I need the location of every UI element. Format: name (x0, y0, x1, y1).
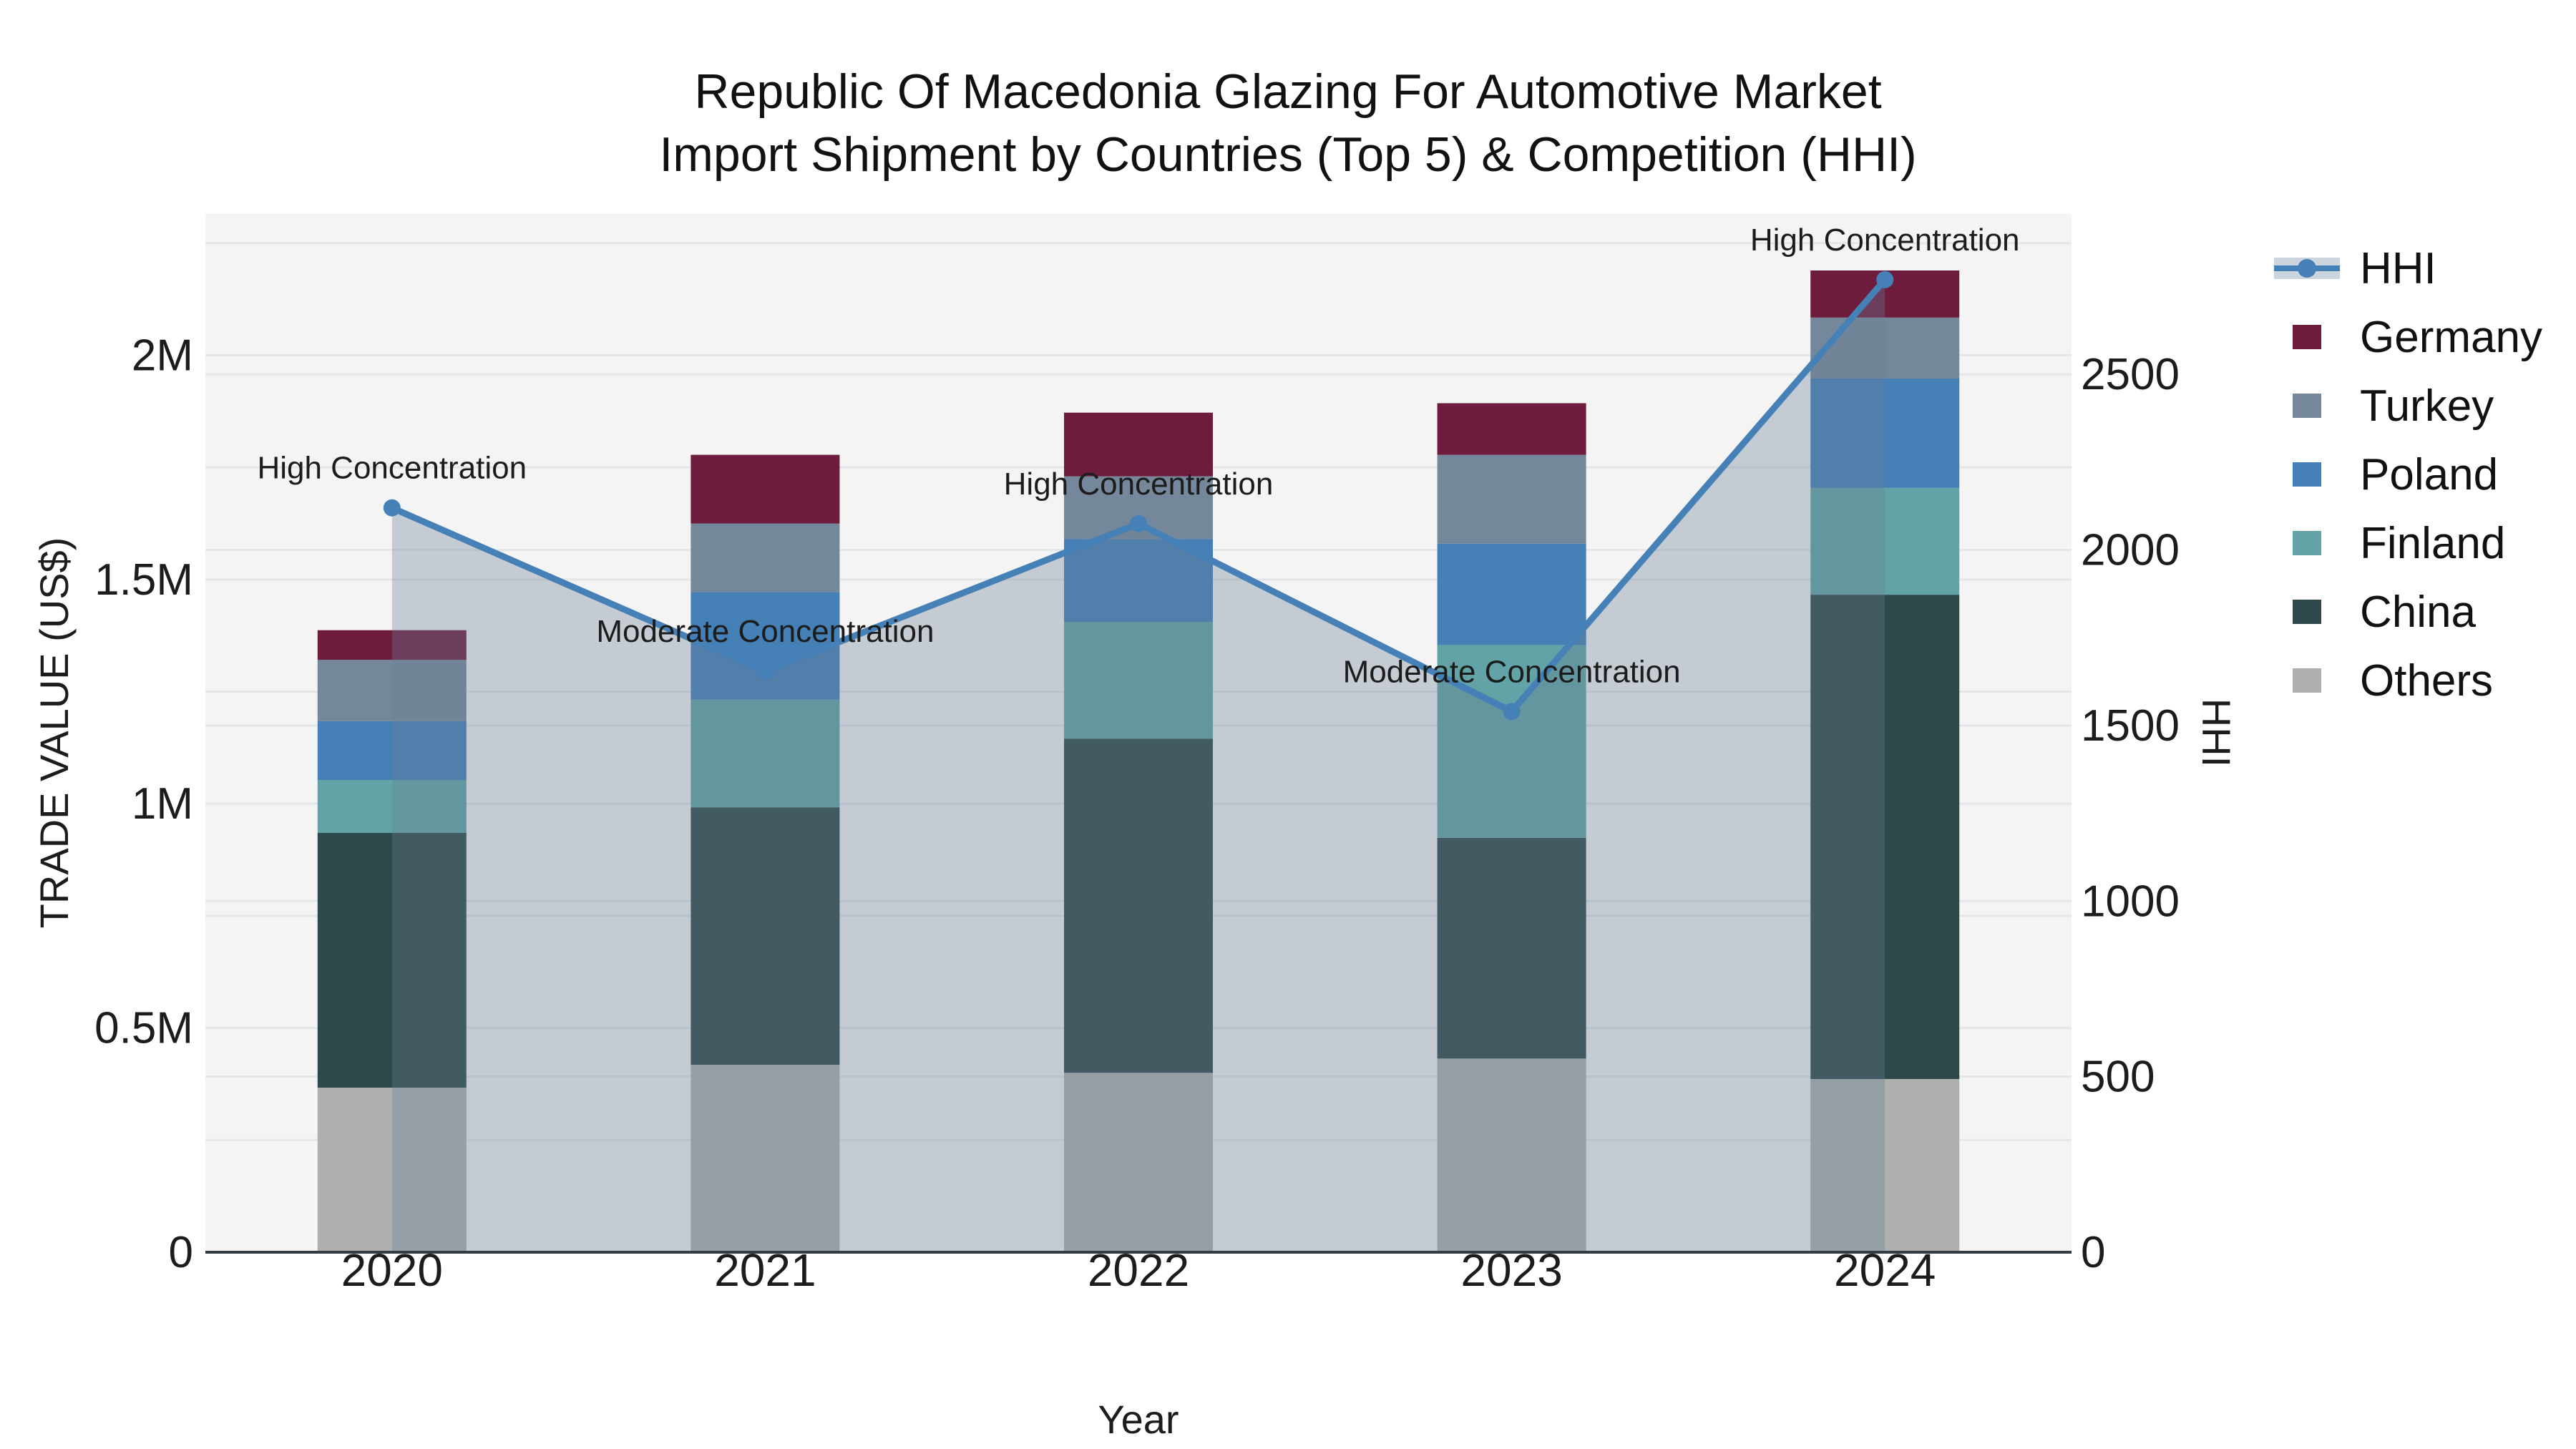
bar-segment-others-2020[interactable] (317, 1088, 467, 1252)
poland-swatch-icon (2274, 462, 2340, 487)
bar-segment-finland-2023[interactable] (1437, 645, 1586, 838)
y-left-tick-label: 2M (132, 331, 193, 380)
bar-segment-finland-2021[interactable] (691, 699, 840, 808)
bar-segment-others-2024[interactable] (1810, 1079, 1960, 1252)
x-tick-label: 2023 (1460, 1244, 1562, 1296)
bar-segment-germany-2021[interactable] (691, 454, 840, 524)
y-left-tick-label: 0 (169, 1228, 193, 1277)
y-right-tick-label: 2000 (2081, 526, 2180, 575)
x-axis-title: Year (1098, 1397, 1179, 1442)
legend-label: Finland (2360, 518, 2506, 568)
finland-swatch-icon (2274, 531, 2340, 555)
turkey-swatch-icon (2274, 394, 2340, 418)
y-right-axis-title: HHI (2194, 698, 2239, 767)
hhi-point-2022[interactable] (1130, 514, 1147, 532)
bar-segment-germany-2023[interactable] (1437, 403, 1586, 455)
y-right-tick-label: 1000 (2081, 877, 2180, 926)
x-tick-label: 2020 (341, 1244, 443, 1296)
bar-segment-poland-2021[interactable] (691, 592, 840, 700)
bar-segment-poland-2020[interactable] (317, 721, 467, 780)
bar-segment-turkey-2020[interactable] (317, 660, 467, 721)
legend-item-finland[interactable]: Finland (2274, 509, 2542, 577)
legend-item-germany[interactable]: Germany (2274, 303, 2542, 371)
legend-item-others[interactable]: Others (2274, 646, 2542, 715)
bar-segment-others-2022[interactable] (1064, 1073, 1213, 1252)
y-left-axis-title: TRADE VALUE (US$) (31, 537, 77, 929)
hhi-point-2020[interactable] (383, 499, 401, 517)
y-left-tick-label: 1.5M (94, 555, 193, 605)
bar-segment-turkey-2023[interactable] (1437, 454, 1586, 544)
legend-label: China (2360, 587, 2476, 637)
chart-title: Republic Of Macedonia Glazing For Automo… (0, 60, 2576, 186)
legend-label: Turkey (2360, 381, 2494, 431)
bar-segment-finland-2020[interactable] (317, 780, 467, 833)
hhi-area-fill (391, 279, 1885, 1252)
annotation-2021: Moderate Concentration (596, 614, 934, 649)
chart-title-line1: Republic Of Macedonia Glazing For Automo… (694, 64, 1882, 119)
bar-segment-china-2023[interactable] (1437, 837, 1586, 1059)
bar-segment-turkey-2024[interactable] (1810, 317, 1960, 379)
legend-item-china[interactable]: China (2274, 577, 2542, 646)
x-tick-label: 2022 (1088, 1244, 1189, 1296)
annotation-2022: High Concentration (1004, 467, 1274, 502)
others-swatch-icon (2274, 668, 2340, 693)
y-left-tick-label: 0.5M (94, 1004, 193, 1053)
china-swatch-icon (2274, 600, 2340, 624)
bar-segment-poland-2022[interactable] (1064, 539, 1213, 623)
bar-segment-finland-2022[interactable] (1064, 622, 1213, 739)
y-right-tick-label: 2500 (2081, 350, 2180, 399)
legend-label: Others (2360, 655, 2494, 706)
hhi-point-2024[interactable] (1876, 270, 1894, 288)
annotation-2020: High Concentration (257, 451, 527, 486)
bar-segment-china-2022[interactable] (1064, 738, 1213, 1073)
bar-segment-others-2023[interactable] (1437, 1058, 1586, 1252)
bar-segment-china-2021[interactable] (691, 807, 840, 1065)
legend-label: Poland (2360, 449, 2499, 499)
legend-item-hhi[interactable]: HHI (2274, 234, 2542, 303)
legend-label: Germany (2360, 312, 2542, 362)
legend-item-poland[interactable]: Poland (2274, 440, 2542, 509)
y-left-tick-label: 1M (132, 779, 193, 829)
bar-segment-turkey-2021[interactable] (691, 523, 840, 592)
bar-segment-poland-2024[interactable] (1810, 379, 1960, 488)
hhi-point-2021[interactable] (756, 662, 774, 680)
chart-title-line2: Import Shipment by Countries (Top 5) & C… (659, 127, 1917, 182)
bar-segment-poland-2023[interactable] (1437, 543, 1586, 645)
y-right-tick-label: 1500 (2081, 701, 2180, 751)
hhi-point-2023[interactable] (1503, 703, 1521, 721)
x-tick-label: 2024 (1834, 1244, 1936, 1296)
bar-segment-germany-2020[interactable] (317, 630, 467, 660)
bar-segment-china-2024[interactable] (1810, 595, 1960, 1079)
bar-segment-china-2020[interactable] (317, 833, 467, 1088)
bar-segment-germany-2022[interactable] (1064, 412, 1213, 477)
annotation-2024: High Concentration (1750, 223, 2020, 258)
x-tick-label: 2021 (714, 1244, 816, 1296)
y-right-tick-label: 500 (2081, 1053, 2155, 1102)
bar-segment-others-2021[interactable] (691, 1065, 840, 1252)
annotation-2023: Moderate Concentration (1343, 654, 1681, 689)
bar-segment-finland-2024[interactable] (1810, 488, 1960, 595)
legend: HHI Germany Turkey Poland Finland China Others (2274, 234, 2542, 715)
legend-item-turkey[interactable]: Turkey (2274, 371, 2542, 440)
legend-label: HHI (2360, 243, 2436, 293)
y-right-tick-label: 0 (2081, 1228, 2105, 1277)
germany-swatch-icon (2274, 325, 2340, 349)
hhi-line-legend-icon (2274, 256, 2340, 280)
